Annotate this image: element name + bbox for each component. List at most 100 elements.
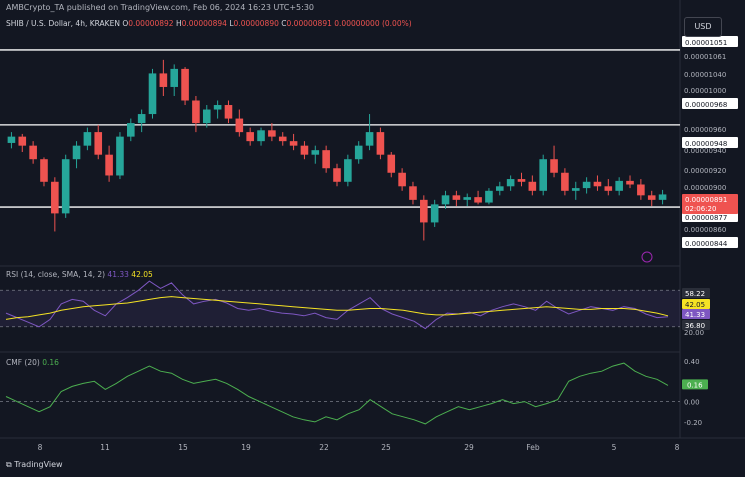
rsi-value-box — [682, 299, 710, 309]
price-tick-label: 0.00000960 — [684, 126, 726, 134]
candle-body — [72, 145, 81, 160]
candle-body — [430, 204, 439, 223]
low-label: L — [229, 19, 234, 28]
cmf-value-box — [682, 379, 708, 390]
candle-body — [116, 136, 124, 176]
cmf-axis-label: 0.40 — [684, 358, 700, 366]
candle-body — [420, 199, 428, 223]
high-label: H — [175, 19, 182, 28]
cmf-legend: CMF (20) 0.16 — [6, 358, 59, 367]
candle-body — [539, 159, 547, 191]
rsi-band — [0, 290, 680, 327]
candle-body — [528, 181, 537, 191]
price-tick-label: 0.00001000 — [684, 87, 726, 95]
candle-body — [51, 181, 59, 214]
candle-body — [658, 194, 667, 200]
candle-body — [582, 181, 591, 189]
candle-body — [257, 130, 265, 142]
close-value: 0.00000891 — [286, 19, 332, 28]
candle-body — [495, 186, 504, 191]
price-level-box — [682, 237, 738, 248]
candle-body — [300, 145, 309, 155]
candle-body — [322, 150, 330, 169]
candle-body — [452, 195, 461, 200]
candle-body — [463, 197, 472, 200]
currency-button[interactable]: USD — [684, 17, 722, 37]
candle-body — [202, 109, 211, 124]
open-label: O — [122, 19, 129, 28]
candle-body — [83, 132, 92, 146]
time-tick-label: 29 — [464, 443, 474, 452]
candle-body — [550, 159, 558, 173]
price-tick-label: 0.00000920 — [684, 167, 726, 175]
time-tick-label: 19 — [241, 443, 251, 452]
candle-body — [409, 186, 417, 200]
countdown-label: 02:06:20 — [685, 205, 716, 213]
low-value: 0.00000890 — [233, 19, 279, 28]
time-tick-label: Feb — [526, 443, 540, 452]
candle-body — [344, 159, 352, 182]
candle-body — [647, 195, 656, 200]
price-level-label: 0.00000844 — [685, 240, 728, 248]
current-price-box — [682, 194, 738, 214]
price-level-box — [682, 98, 738, 109]
candle-body — [604, 186, 613, 191]
cmf-label: CMF (20) — [6, 358, 40, 367]
price-level-label: 0.00001051 — [685, 39, 727, 47]
candle-body — [7, 136, 16, 143]
candle-body — [311, 150, 320, 155]
brand-name: TradingView — [14, 460, 63, 469]
time-tick-label: 5 — [612, 443, 617, 452]
rsi-label: RSI (14, close, SMA, 14, 2) — [6, 270, 106, 279]
candle-body — [485, 190, 493, 203]
tradingview-logo[interactable]: ⧉ TradingView — [6, 460, 63, 470]
price-level-box — [682, 137, 738, 148]
publish-header: AMBCrypto_TA published on TradingView.co… — [6, 3, 314, 12]
candle-body — [61, 159, 70, 214]
candle-body — [159, 73, 168, 87]
price-level-label: 0.00000968 — [685, 101, 727, 109]
candle-body — [571, 188, 580, 191]
candle-body — [127, 123, 135, 137]
price-tick-label: 0.00001061 — [684, 53, 726, 61]
ohlc-legend: SHIB / U.S. Dollar, 4h, KRAKEN O 0.000008… — [6, 19, 412, 28]
rsi-ma-value: 42.05 — [131, 270, 153, 279]
candle-body — [181, 68, 189, 101]
close-label: C — [281, 19, 287, 28]
rsi-value-box — [682, 309, 710, 319]
candle-body — [615, 180, 623, 191]
candle-body — [398, 172, 406, 187]
candle-body — [170, 68, 179, 87]
candle-body — [137, 114, 146, 124]
candle-body — [224, 105, 233, 119]
candle-body — [40, 159, 48, 182]
time-tick-label: 11 — [100, 443, 110, 452]
candle-body — [376, 132, 385, 155]
candle-body — [235, 118, 244, 133]
candle-body — [213, 105, 222, 110]
tv-icon: ⧉ — [6, 460, 12, 469]
candle-body — [354, 145, 363, 160]
candle-body — [474, 197, 482, 203]
candle-body — [561, 172, 569, 191]
price-tick-label: 0.00000900 — [684, 184, 726, 192]
cmf-value: 0.16 — [42, 358, 59, 367]
rsi-value-box — [682, 320, 710, 330]
cmf-line — [5, 362, 669, 425]
candle-body — [268, 130, 276, 137]
rsi-value: 41.33 — [107, 270, 129, 279]
rsi-value-label: 41.33 — [685, 311, 705, 319]
price-tick-label: 0.00000860 — [684, 226, 726, 234]
candle-body — [387, 154, 396, 173]
candle-body — [506, 179, 515, 187]
candle-body — [593, 181, 602, 187]
candle-body — [365, 132, 374, 146]
candle-body — [333, 168, 341, 182]
symbol-label: SHIB / U.S. Dollar, 4h, KRAKEN — [6, 19, 120, 28]
rsi-value-label: 42.05 — [685, 301, 705, 309]
candle-body — [18, 136, 27, 146]
time-tick-label: 22 — [319, 443, 329, 452]
candle-body — [289, 141, 298, 146]
